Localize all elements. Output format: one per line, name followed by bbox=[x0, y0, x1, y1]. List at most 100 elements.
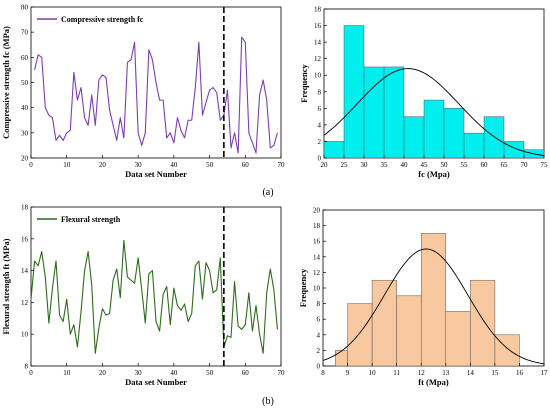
panel-label-a: (a) bbox=[262, 187, 273, 198]
y-tick-label: 14 bbox=[21, 267, 29, 275]
y-tick-label: 2 bbox=[318, 138, 322, 146]
x-tick-label: 9 bbox=[346, 369, 350, 377]
y-tick-label: 18 bbox=[314, 6, 322, 14]
x-tick-label: 70 bbox=[278, 161, 286, 169]
histogram-bar bbox=[503, 141, 525, 159]
series-line bbox=[30, 239, 278, 354]
y-tick-label: 70 bbox=[21, 29, 29, 37]
histogram-bar bbox=[347, 303, 373, 367]
legend-label: Flexural strength bbox=[61, 215, 121, 224]
y-tick-label: 10 bbox=[314, 72, 322, 80]
x-tick-label: 15 bbox=[491, 369, 499, 377]
y-tick-label: 50 bbox=[21, 79, 29, 87]
histogram-bar bbox=[483, 116, 505, 159]
x-tick-label: 0 bbox=[29, 161, 33, 169]
y-tick-label: 40 bbox=[21, 104, 29, 112]
y-tick-label: 6 bbox=[318, 105, 322, 113]
y-tick-label: 8 bbox=[25, 363, 29, 371]
x-tick-label: 40 bbox=[170, 369, 178, 377]
x-tick-label: 75 bbox=[541, 161, 549, 169]
x-tick-label: 10 bbox=[63, 161, 71, 169]
flexural-strength-histogram: 8 9 10 11 12 13 14 15 16 17 0 2 4 6 8 10 12 14 16 18 20 ft (M… bbox=[298, 207, 548, 388]
histogram-bar bbox=[323, 141, 345, 159]
y-tick-label: 30 bbox=[21, 129, 29, 137]
x-tick-label: 10 bbox=[369, 369, 377, 377]
x-tick-label: 30 bbox=[135, 161, 143, 169]
x-tick-label: 50 bbox=[206, 161, 214, 169]
compressive-strength-histogram: 20 25 30 35 40 45 50 55 60 65 70 75 0 2 4 6 8 10 12 14 16 18 f… bbox=[299, 6, 548, 180]
y-axis-label: Flexural strength ft (MPa) bbox=[1, 238, 11, 334]
x-tick-label: 60 bbox=[242, 369, 250, 377]
y-axis-label: Frequency bbox=[299, 63, 309, 102]
x-tick-label: 40 bbox=[401, 161, 409, 169]
histogram-bar bbox=[445, 311, 471, 367]
x-tick-label: 30 bbox=[135, 369, 143, 377]
x-tick-label: 60 bbox=[481, 161, 489, 169]
y-tick-label: 14 bbox=[314, 39, 322, 47]
x-axis-label: ft (Mpa) bbox=[418, 377, 449, 387]
x-tick-label: 14 bbox=[467, 369, 475, 377]
y-tick-label: 16 bbox=[21, 235, 29, 243]
normal-fit-curve bbox=[322, 248, 545, 365]
flexural-strength-line-chart: Flexural strength 0 10 20 30 40 50 60 70 8 10 12 14 1… bbox=[1, 204, 285, 388]
x-tick-label: 20 bbox=[99, 369, 107, 377]
x-tick-label: 20 bbox=[321, 161, 329, 169]
x-tick-label: 50 bbox=[206, 369, 214, 377]
x-tick-label: 10 bbox=[63, 369, 71, 377]
histogram-bar bbox=[423, 99, 445, 159]
x-tick-label: 70 bbox=[278, 369, 286, 377]
histogram-bar bbox=[463, 132, 485, 159]
x-tick-label: 35 bbox=[381, 161, 389, 169]
histogram-bar bbox=[470, 279, 496, 367]
y-tick-label: 4 bbox=[317, 331, 321, 339]
y-tick-label: 8 bbox=[318, 88, 322, 96]
x-tick-label: 50 bbox=[441, 161, 449, 169]
y-tick-label: 6 bbox=[317, 316, 321, 324]
x-axis-label: Data set Number bbox=[125, 169, 187, 179]
x-tick-label: 11 bbox=[393, 369, 400, 377]
y-tick-label: 2 bbox=[317, 347, 321, 355]
histogram-bar bbox=[383, 66, 405, 159]
histogram-bar bbox=[335, 350, 348, 367]
x-tick-label: 60 bbox=[242, 161, 250, 169]
y-tick-label: 12 bbox=[314, 55, 322, 63]
y-tick-label: 0 bbox=[318, 155, 322, 163]
y-tick-label: 16 bbox=[313, 238, 321, 246]
normal-fit-curve bbox=[323, 68, 545, 156]
y-tick-label: 10 bbox=[21, 331, 29, 339]
histogram-bar bbox=[343, 25, 365, 159]
y-tick-label: 60 bbox=[21, 54, 29, 62]
y-tick-label: 14 bbox=[313, 253, 321, 261]
panel-label-b: (b) bbox=[262, 396, 274, 407]
y-tick-label: 0 bbox=[317, 363, 321, 371]
y-tick-label: 8 bbox=[317, 300, 321, 308]
x-tick-label: 13 bbox=[442, 369, 450, 377]
y-tick-label: 10 bbox=[313, 285, 321, 293]
x-tick-label: 8 bbox=[321, 369, 325, 377]
histogram-bar bbox=[420, 233, 447, 367]
y-tick-label: 18 bbox=[313, 222, 321, 230]
histogram-bar bbox=[403, 116, 425, 159]
histogram-bar bbox=[396, 295, 422, 367]
x-axis-label: fc (Mpa) bbox=[418, 169, 450, 179]
y-tick-label: 20 bbox=[313, 207, 321, 215]
x-tick-label: 40 bbox=[170, 161, 178, 169]
y-tick-label: 80 bbox=[21, 4, 29, 12]
x-tick-label: 65 bbox=[501, 161, 509, 169]
x-tick-label: 45 bbox=[421, 161, 429, 169]
x-tick-label: 20 bbox=[99, 161, 107, 169]
y-tick-label: 20 bbox=[21, 155, 29, 163]
x-tick-label: 12 bbox=[418, 369, 426, 377]
y-axis-label: Frequency bbox=[298, 268, 308, 307]
x-tick-label: 30 bbox=[361, 161, 369, 169]
y-tick-label: 18 bbox=[21, 204, 29, 212]
y-axis-label: Compressive strength fc (MPa) bbox=[1, 26, 11, 139]
x-tick-label: 0 bbox=[29, 369, 33, 377]
series-line bbox=[34, 36, 278, 154]
legend-label: Compressive strength fc bbox=[61, 15, 144, 24]
y-tick-label: 12 bbox=[21, 299, 29, 307]
x-tick-label: 70 bbox=[521, 161, 529, 169]
plot-frame bbox=[30, 206, 282, 367]
y-tick-label: 4 bbox=[318, 121, 322, 129]
